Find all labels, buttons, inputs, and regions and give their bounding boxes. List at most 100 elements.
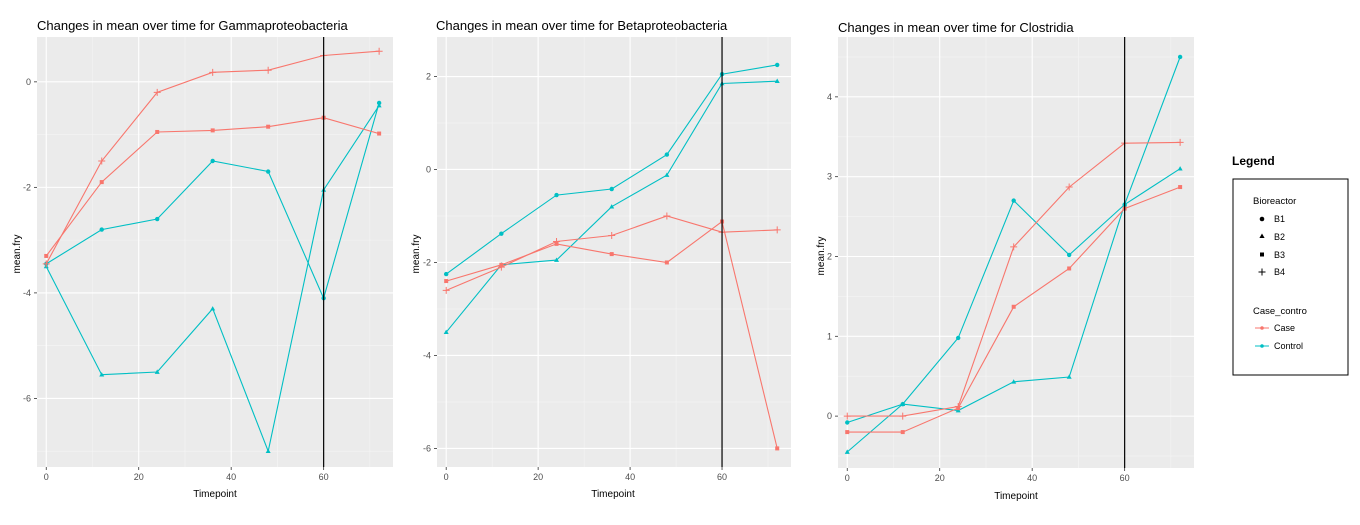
data-point — [444, 279, 449, 284]
data-point — [845, 430, 850, 435]
y-tick-label: -2 — [23, 182, 31, 192]
y-tick-label: 2 — [827, 251, 832, 261]
legend-item-case: Case — [1255, 323, 1295, 333]
legend-item-label: Control — [1274, 341, 1303, 351]
data-point — [265, 169, 271, 174]
data-point — [664, 172, 670, 177]
data-point — [608, 231, 616, 239]
plot-area: 0 20 40 60 0 -2 -4 -6 — [23, 37, 393, 482]
legend-box — [1232, 178, 1349, 376]
plot-background — [37, 37, 393, 467]
data-point — [443, 271, 449, 277]
data-point — [1066, 252, 1072, 258]
data-point — [155, 129, 160, 134]
data-point — [210, 306, 216, 311]
data-point — [42, 260, 50, 268]
y-tick-label: 0 — [827, 411, 832, 421]
panel-clostridia: Changes in mean over time for Clostridia… — [816, 20, 1194, 502]
x-tick-label: 0 — [444, 472, 449, 482]
legend-item-b2: B2 — [1259, 232, 1285, 242]
data-point — [554, 257, 560, 262]
plot-background — [437, 37, 791, 467]
panel-gammaproteobacteria: Changes in mean over time for Gammaprote… — [12, 18, 393, 500]
y-tick-label: 4 — [827, 92, 832, 102]
plot-area: 0 20 40 60 4 3 2 1 0 — [827, 37, 1194, 483]
panel-betaproteobacteria: Changes in mean over time for Betaproteo… — [411, 18, 791, 500]
data-point — [1010, 243, 1018, 251]
x-tick-label: 40 — [226, 472, 236, 482]
data-point — [775, 446, 780, 451]
data-point — [609, 204, 615, 209]
legend: Legend Bioreactor B1 B2 B3 B4 Case_contr… — [1232, 154, 1349, 376]
data-point — [265, 448, 271, 453]
legend-item-b4: B4 — [1258, 267, 1285, 277]
data-point — [843, 412, 851, 420]
square-marker-icon — [1260, 252, 1264, 257]
data-point — [443, 329, 449, 334]
data-point — [210, 128, 215, 133]
data-point — [553, 238, 561, 246]
data-point — [844, 449, 850, 454]
data-point — [497, 263, 505, 271]
data-point — [1011, 379, 1017, 384]
data-point — [499, 231, 504, 236]
x-axis-label: Timepoint — [591, 489, 635, 500]
legend-item-label: B3 — [1274, 250, 1285, 260]
data-point — [1067, 266, 1072, 271]
data-point — [609, 252, 614, 257]
legend-item-label: B4 — [1274, 267, 1285, 277]
x-axis-label: Timepoint — [193, 489, 237, 500]
y-axis-label: mean.fry — [816, 237, 827, 276]
data-point — [774, 78, 780, 83]
data-point — [98, 157, 106, 165]
y-tick-label: 3 — [827, 172, 832, 182]
data-point — [376, 102, 382, 108]
data-point — [1177, 54, 1183, 60]
triangle-marker-icon — [1259, 233, 1265, 238]
data-point — [154, 369, 160, 374]
x-tick-label: 20 — [935, 473, 945, 483]
y-tick-label: 0 — [426, 164, 431, 174]
data-point — [664, 260, 669, 265]
plus-marker-icon — [1258, 268, 1266, 276]
data-point — [210, 158, 215, 164]
data-point — [442, 286, 450, 294]
chart-title: Changes in mean over time for Betaproteo… — [436, 18, 728, 33]
data-point — [1178, 185, 1183, 190]
legend-item-label: Case — [1274, 323, 1295, 333]
x-tick-label: 0 — [845, 473, 850, 483]
circle-marker-icon — [1259, 216, 1265, 222]
data-point — [900, 401, 906, 406]
plot-background — [838, 37, 1194, 468]
chart-title: Changes in mean over time for Gammaprote… — [37, 18, 348, 33]
chart-title: Changes in mean over time for Clostridia — [838, 20, 1074, 35]
y-tick-label: 0 — [26, 77, 31, 87]
data-point — [773, 226, 781, 234]
legend-color-title: Case_contro — [1253, 306, 1307, 317]
data-point — [266, 124, 271, 129]
data-point — [954, 403, 962, 411]
data-point — [663, 212, 671, 220]
y-tick-label: -6 — [23, 393, 31, 403]
y-axis-label: mean.fry — [411, 235, 422, 274]
data-point — [153, 88, 161, 96]
x-tick-label: 60 — [1120, 473, 1130, 483]
data-point — [1176, 138, 1184, 146]
x-axis-label: Timepoint — [994, 491, 1038, 502]
y-tick-label: 1 — [827, 331, 832, 341]
data-point — [1066, 374, 1072, 379]
x-tick-label: 40 — [625, 472, 635, 482]
data-point — [956, 335, 961, 341]
y-tick-label: -6 — [423, 443, 431, 453]
control-point-icon — [1260, 344, 1264, 348]
x-tick-label: 20 — [134, 472, 144, 482]
y-tick-label: -4 — [423, 350, 431, 360]
legend-item-control: Control — [1255, 341, 1303, 351]
data-point — [44, 253, 49, 258]
data-point — [609, 186, 614, 192]
data-point — [775, 62, 780, 68]
x-tick-label: 0 — [44, 472, 49, 482]
data-point — [899, 412, 907, 420]
